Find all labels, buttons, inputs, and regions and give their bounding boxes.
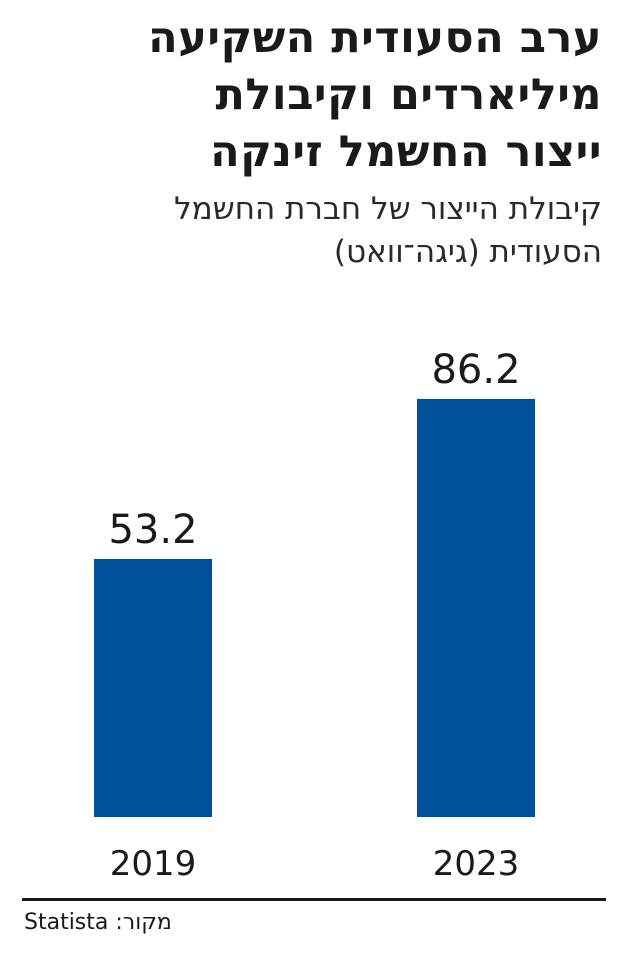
source-credit: Statista מקור: (24, 910, 172, 935)
footer-divider (22, 898, 606, 901)
bar-2019 (94, 558, 212, 817)
source-name: Statista (24, 910, 109, 935)
subtitle-line-1: קיבולת הייצור של חברת החשמל (174, 191, 602, 227)
chart-headline: ערב הסעודית השקיעה מיליארדים וקיבולת ייצ… (22, 10, 602, 181)
subtitle-line-2: הסעודית (גיגה־וואט) (333, 234, 602, 270)
x-tick-label-2019: 2019 (110, 844, 197, 884)
headline-line-2: מיליארדים וקיבולת (215, 70, 602, 120)
bar-2023 (417, 398, 535, 817)
x-tick-label-2023: 2023 (433, 844, 520, 884)
value-label-2023: 86.2 (431, 347, 520, 393)
bar-chart: 53.2 2019 86.2 2023 (94, 347, 535, 884)
value-label-2019: 53.2 (108, 507, 197, 553)
headline-line-1: ערב הסעודית השקיעה (148, 13, 602, 63)
headline-line-3: ייצור החשמל זינקה (210, 127, 602, 177)
source-label: מקור: (115, 910, 172, 935)
chart-subtitle: קיבולת הייצור של חברת החשמל הסעודית (גיג… (22, 188, 602, 274)
